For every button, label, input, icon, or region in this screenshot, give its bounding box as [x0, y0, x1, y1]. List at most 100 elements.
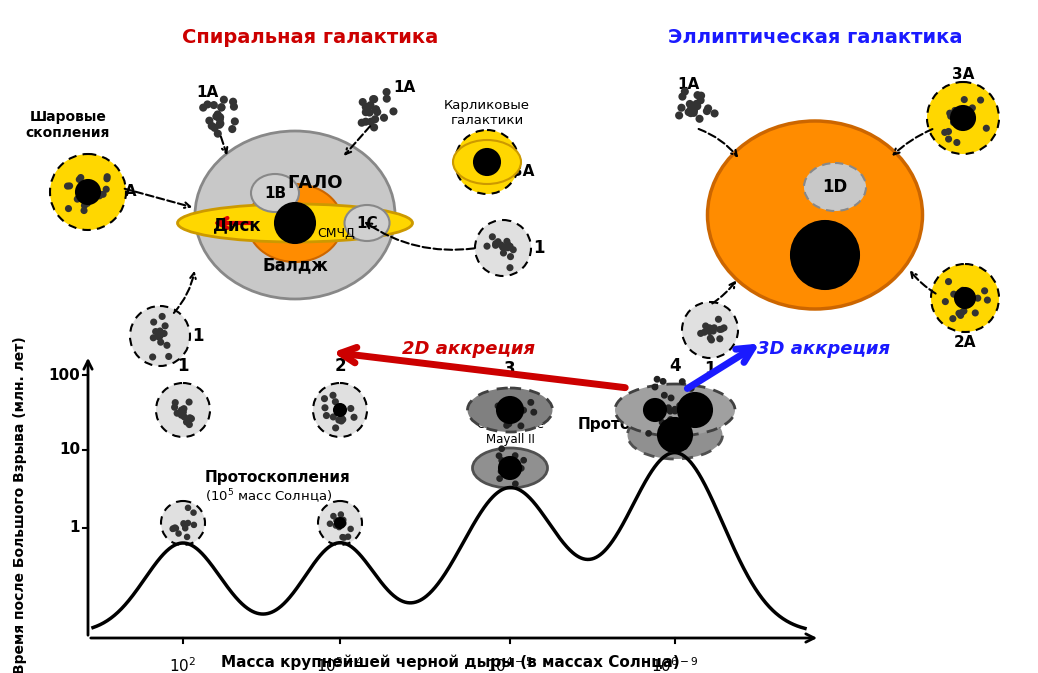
Circle shape [667, 409, 673, 413]
Circle shape [716, 317, 721, 322]
Circle shape [334, 404, 346, 416]
Circle shape [229, 126, 236, 132]
Circle shape [682, 444, 687, 449]
Circle shape [384, 89, 389, 95]
Circle shape [984, 126, 989, 131]
Circle shape [708, 336, 713, 341]
Circle shape [678, 393, 712, 427]
Ellipse shape [804, 163, 866, 211]
Text: Карликовые
галактики: Карликовые галактики [444, 99, 530, 127]
Circle shape [703, 324, 708, 328]
Circle shape [508, 265, 513, 270]
Circle shape [965, 118, 971, 123]
Circle shape [186, 521, 190, 525]
Circle shape [151, 355, 155, 359]
Circle shape [519, 423, 523, 428]
Circle shape [170, 527, 174, 531]
Circle shape [82, 194, 86, 199]
Circle shape [185, 535, 189, 539]
Circle shape [655, 377, 659, 382]
Circle shape [182, 406, 187, 411]
Circle shape [670, 441, 675, 446]
Text: 1: 1 [532, 239, 545, 257]
Text: 1A: 1A [677, 77, 700, 92]
Circle shape [75, 197, 80, 202]
Circle shape [164, 343, 169, 348]
Circle shape [352, 415, 356, 420]
Text: 2: 2 [334, 357, 346, 375]
Circle shape [221, 97, 227, 103]
Circle shape [688, 110, 693, 116]
Circle shape [976, 295, 980, 301]
Circle shape [961, 308, 966, 314]
Circle shape [712, 110, 717, 116]
Text: 1D: 1D [822, 178, 848, 196]
Circle shape [721, 325, 727, 330]
Circle shape [499, 469, 503, 474]
Circle shape [927, 82, 999, 154]
Circle shape [694, 103, 701, 109]
Circle shape [337, 524, 342, 528]
Circle shape [362, 104, 368, 110]
Circle shape [340, 417, 346, 422]
Circle shape [513, 482, 518, 486]
Circle shape [371, 125, 377, 131]
Text: Масса крупнейшей черной дыры (в массах Солнца): Масса крупнейшей черной дыры (в массах С… [221, 655, 680, 670]
Circle shape [969, 106, 975, 110]
Text: 1: 1 [192, 327, 203, 345]
Circle shape [498, 242, 503, 248]
Circle shape [363, 109, 368, 115]
Circle shape [694, 92, 701, 98]
Text: 3A: 3A [952, 67, 975, 82]
Circle shape [214, 114, 219, 120]
Circle shape [682, 436, 687, 441]
Circle shape [84, 197, 89, 203]
Circle shape [340, 520, 346, 524]
Circle shape [50, 154, 126, 230]
Circle shape [951, 120, 956, 125]
Circle shape [98, 192, 103, 197]
Circle shape [78, 175, 83, 180]
Circle shape [506, 242, 511, 247]
Circle shape [373, 106, 379, 112]
Circle shape [342, 522, 346, 526]
Circle shape [204, 102, 211, 108]
Circle shape [163, 323, 167, 328]
Circle shape [680, 436, 684, 441]
Circle shape [152, 320, 156, 324]
Circle shape [67, 184, 72, 188]
Circle shape [105, 176, 109, 181]
Circle shape [676, 112, 682, 118]
Circle shape [172, 404, 177, 410]
Circle shape [337, 525, 342, 529]
Circle shape [339, 417, 345, 421]
Text: Протогалактики: Протогалактики [578, 417, 721, 432]
Circle shape [962, 295, 967, 300]
Ellipse shape [614, 384, 735, 436]
Circle shape [359, 120, 364, 126]
Circle shape [333, 425, 338, 431]
Circle shape [209, 123, 215, 129]
Circle shape [336, 523, 342, 528]
Circle shape [985, 297, 990, 303]
Text: Балдж: Балдж [262, 256, 328, 274]
Circle shape [960, 288, 965, 293]
Circle shape [179, 413, 184, 418]
Circle shape [675, 427, 679, 432]
Text: 1: 1 [177, 357, 189, 375]
Circle shape [497, 397, 523, 423]
Ellipse shape [195, 131, 395, 299]
Circle shape [192, 523, 196, 527]
Circle shape [162, 331, 167, 336]
Circle shape [81, 183, 86, 188]
Ellipse shape [472, 448, 547, 488]
Circle shape [176, 531, 181, 536]
Circle shape [362, 118, 368, 125]
Text: Спиральная галактика: Спиральная галактика [182, 28, 438, 47]
Circle shape [951, 291, 956, 297]
Circle shape [528, 400, 534, 404]
Circle shape [493, 243, 498, 248]
Circle shape [681, 415, 685, 419]
Circle shape [954, 140, 959, 145]
Circle shape [953, 108, 957, 113]
